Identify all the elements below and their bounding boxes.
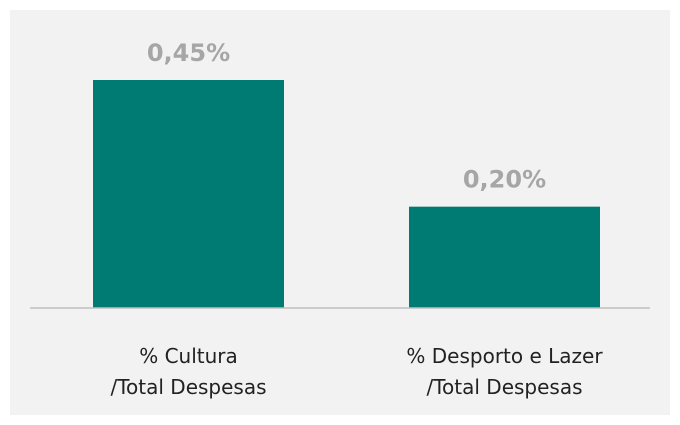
x-tick-label: % Cultura/Total Despesas xyxy=(110,344,266,399)
x-tick-label-line: % Cultura xyxy=(139,344,238,368)
bar xyxy=(409,206,600,308)
bar xyxy=(93,80,284,308)
x-tick-label-line: /Total Despesas xyxy=(110,375,266,399)
x-tick-label-line: /Total Despesas xyxy=(426,375,582,399)
x-tick-label: % Desporto e Lazer/Total Despesas xyxy=(406,344,603,399)
value-label: 0,20% xyxy=(463,166,546,194)
value-label: 0,45% xyxy=(147,39,230,67)
x-tick-label-line: % Desporto e Lazer xyxy=(406,344,603,368)
